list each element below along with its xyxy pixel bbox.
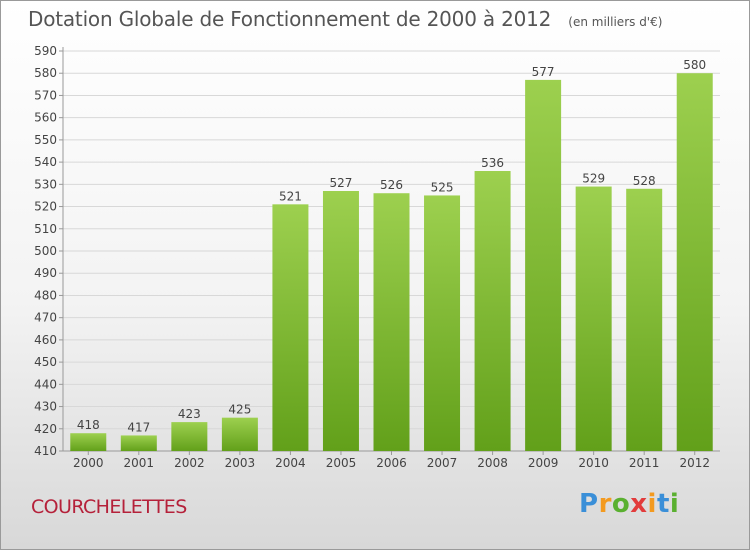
logo-letter: P	[579, 489, 599, 519]
x-tick-label-2010: 2010	[578, 456, 609, 470]
bar-2002	[171, 422, 208, 451]
data-label-2004: 521	[279, 189, 302, 203]
data-label-2003: 425	[228, 403, 251, 417]
bar-2004	[272, 204, 309, 451]
logo-letter: i	[647, 489, 657, 519]
bar-2003	[221, 417, 258, 451]
y-tick-label: 590	[34, 44, 57, 58]
y-tick-label: 490	[34, 266, 57, 280]
bar-2006	[373, 193, 410, 451]
bar-2001	[120, 435, 157, 451]
y-tick-label: 550	[34, 133, 57, 147]
y-tick-label: 570	[34, 88, 57, 102]
title-row: Dotation Globale de Fonctionnement de 20…	[28, 7, 662, 31]
x-tick-label-2004: 2004	[275, 456, 306, 470]
y-tick-label: 470	[34, 311, 57, 325]
y-tick-label: 540	[34, 155, 57, 169]
x-tick-label-2000: 2000	[73, 456, 104, 470]
x-tick-label-2006: 2006	[376, 456, 407, 470]
y-tick-label: 430	[34, 400, 57, 414]
y-tick-label: 450	[34, 355, 57, 369]
y-tick-label: 420	[34, 422, 57, 436]
x-tick-label-2001: 2001	[124, 456, 155, 470]
x-tick-label-2008: 2008	[477, 456, 508, 470]
logo-letter: r	[598, 489, 612, 519]
logo-letter: t	[656, 489, 670, 519]
bar-2010	[575, 186, 612, 452]
y-tick-label: 460	[34, 333, 57, 347]
data-label-2012: 580	[683, 58, 706, 72]
bars	[70, 73, 713, 452]
data-labels: 418 417 423 425 521 527 526 525 536 577 529 528 580	[77, 58, 706, 434]
x-tick-label-2012: 2012	[679, 456, 710, 470]
data-label-2006: 526	[380, 178, 403, 192]
y-tick-label: 410	[34, 444, 57, 458]
data-label-2007: 525	[431, 180, 454, 194]
data-label-2010: 529	[582, 172, 605, 186]
logo-letter: o	[611, 489, 631, 519]
chart-title: Dotation Globale de Fonctionnement de 20…	[28, 7, 552, 31]
data-label-2002: 423	[178, 407, 201, 421]
chart-unit: (en milliers d'€)	[568, 15, 663, 29]
data-label-2005: 527	[330, 176, 353, 190]
bar-2008	[474, 171, 511, 451]
y-tick-label: 530	[34, 177, 57, 191]
y-tick-label: 500	[34, 244, 57, 258]
data-label-2001: 417	[127, 420, 150, 434]
data-label-2009: 577	[532, 65, 555, 79]
y-tick-label: 480	[34, 288, 57, 302]
commune-name: COURCHELETTES	[31, 496, 187, 518]
logo-letter: i	[669, 489, 680, 519]
data-label-2008: 536	[481, 156, 504, 170]
y-tick-label: 560	[34, 111, 57, 125]
x-tick-label-2009: 2009	[528, 456, 559, 470]
x-tick-labels: 2000 2001 2002 2003 2004 2005 2006 2007 2008 2009…	[73, 451, 710, 470]
bar-2011	[626, 188, 663, 451]
data-label-2000: 418	[77, 418, 100, 432]
bar-2007	[424, 195, 461, 451]
y-tick-label: 520	[34, 200, 57, 214]
x-tick-label-2011: 2011	[629, 456, 660, 470]
data-label-2011: 528	[633, 174, 656, 188]
bar-2000	[70, 433, 107, 451]
bar-2009	[525, 79, 562, 451]
y-tick-label: 440	[34, 377, 57, 391]
logo-letter: x	[630, 489, 648, 519]
y-tick-labels: 410 420 430 440 450 460 470 480 490 500 510 520 530 5…	[34, 44, 63, 458]
y-tick-label: 580	[34, 66, 57, 80]
y-tick-label: 510	[34, 222, 57, 236]
x-tick-label-2007: 2007	[427, 456, 458, 470]
x-tick-label-2003: 2003	[225, 456, 256, 470]
proxiti-logo: Proxiti	[579, 489, 679, 519]
x-tick-label-2005: 2005	[326, 456, 357, 470]
x-tick-label-2002: 2002	[174, 456, 205, 470]
bar-2012	[676, 73, 713, 451]
bar-2005	[322, 191, 359, 451]
